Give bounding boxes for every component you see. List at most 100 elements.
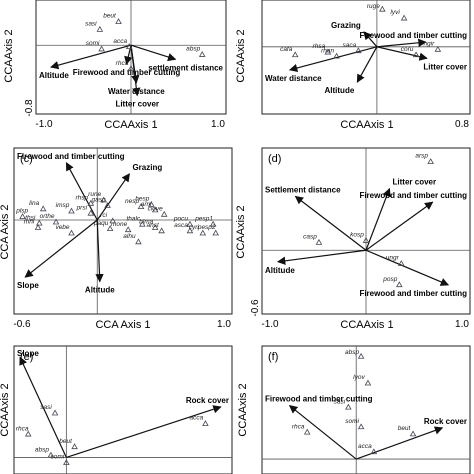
species-point — [127, 65, 135, 71]
environment-arrow — [365, 187, 391, 251]
x-axis-label: CCAAxis 1 — [104, 119, 157, 131]
x-tick-label: 1.0 — [217, 319, 231, 330]
species-label: asca — [174, 222, 188, 229]
environment-arrow — [50, 44, 132, 70]
species-point — [52, 218, 60, 225]
species-label: thsi — [25, 214, 36, 221]
species-point — [186, 220, 194, 227]
y-axis-label: CCAAxis 2 — [235, 29, 247, 82]
species-label: absp — [345, 349, 359, 356]
species-point — [355, 47, 362, 54]
species-point — [115, 18, 122, 24]
species-point — [186, 227, 194, 234]
y-tick-label: -0.8 — [24, 99, 35, 117]
species-point — [396, 281, 403, 288]
environment-arrow-label: Altitude — [325, 86, 355, 95]
environment-arrow — [24, 219, 98, 278]
species-point — [39, 205, 47, 212]
species-label: beut — [103, 13, 117, 20]
species-label: ungr — [386, 255, 400, 262]
environment-arrow — [95, 219, 104, 283]
species-label: clove — [148, 206, 164, 213]
species-point — [106, 225, 114, 231]
species-label: coru — [401, 46, 414, 53]
species-point — [71, 443, 78, 450]
species-label: beut — [398, 425, 412, 432]
species-label: bima — [139, 219, 153, 226]
y-axis-label: CCAAxis 2 — [235, 205, 247, 258]
species-label: arsp — [415, 153, 428, 160]
species-label: mone — [111, 221, 128, 228]
y-axis-label: CCAAxis 2 — [237, 383, 249, 436]
species-label: plsp — [15, 208, 28, 215]
species-label: acca — [190, 415, 204, 422]
species-point — [96, 25, 104, 32]
species-point — [51, 409, 59, 416]
panel-f: (f) CCAAxis 2 Firewood and timber cutting R… — [237, 345, 471, 474]
species-label: rhan — [321, 47, 334, 54]
species-point — [357, 423, 365, 430]
species-label: kosp — [350, 232, 364, 239]
species-point — [148, 200, 155, 207]
panel-d: (d) CCAAxis 1 CCAAxis 2 -1.0 1.0 -0.6 Settleme… — [235, 147, 471, 331]
species-point — [24, 430, 32, 437]
species-point — [151, 224, 159, 230]
species-label: acca — [358, 443, 372, 450]
species-point — [370, 448, 378, 455]
species-label: casp — [303, 234, 317, 241]
species-label: rhca — [116, 60, 129, 67]
species-point — [198, 51, 206, 57]
environment-arrow — [288, 46, 378, 73]
species-label: lyov — [353, 374, 365, 381]
environment-arrow-label: Litter cover — [393, 178, 437, 187]
species-label: sasi — [334, 398, 346, 405]
panel-c: (c) CCA Axis 1 CCA Axis 2 -0.6 1.0 Firewood a… — [0, 147, 233, 331]
species-label: nesp — [125, 198, 139, 205]
species-point — [137, 203, 145, 209]
species-point — [303, 428, 311, 435]
y-axis-label: CCA Axis 2 — [0, 204, 11, 259]
environment-arrow — [130, 45, 141, 97]
species-label: somi — [50, 454, 64, 461]
species-label: anst — [146, 222, 159, 229]
species-label: hesp — [135, 196, 149, 203]
environment-arrow — [96, 173, 130, 221]
species-point — [364, 379, 372, 386]
y-axis-label: CCAAxis 2 — [3, 29, 15, 82]
environment-arrow — [130, 44, 177, 62]
environment-arrow — [294, 195, 367, 251]
panel-letter: (f) — [268, 351, 278, 363]
species-point — [291, 51, 299, 58]
species-point — [427, 158, 434, 164]
species-point — [412, 51, 420, 58]
species-label: cafa — [280, 46, 293, 53]
species-point — [315, 238, 323, 245]
species-label: beut — [59, 438, 73, 445]
environment-arrow-label: Altitude — [85, 286, 115, 295]
species-label: gasp — [91, 197, 105, 204]
species-point — [100, 196, 107, 203]
panel-letter: (c) — [20, 153, 33, 165]
environment-arrow-label: Firewood and timber cutting — [73, 68, 181, 77]
species-point — [87, 199, 95, 206]
environment-arrow — [376, 38, 427, 48]
environment-arrow — [276, 249, 367, 265]
species-point — [199, 229, 207, 236]
environment-arrow-label: Litter cover — [115, 99, 159, 108]
species-label: thalc — [126, 215, 140, 222]
species-label: imsp — [56, 202, 70, 209]
species-point — [19, 213, 26, 219]
environment-arrow — [363, 31, 378, 48]
species-label: rhca — [292, 423, 305, 430]
panel-letter: (d) — [268, 153, 281, 165]
species-label: rhsp — [75, 195, 88, 202]
y-tick-label: -0.6 — [250, 299, 261, 317]
environment-arrow-label: settlement distance — [148, 63, 223, 72]
species-label: paqu — [93, 220, 109, 227]
species-point — [135, 238, 142, 245]
species-point — [36, 219, 43, 226]
x-axis-label: CCA Axis 1 — [95, 319, 150, 331]
species-label: absp — [35, 446, 49, 453]
species-label: mhi — [24, 219, 35, 226]
